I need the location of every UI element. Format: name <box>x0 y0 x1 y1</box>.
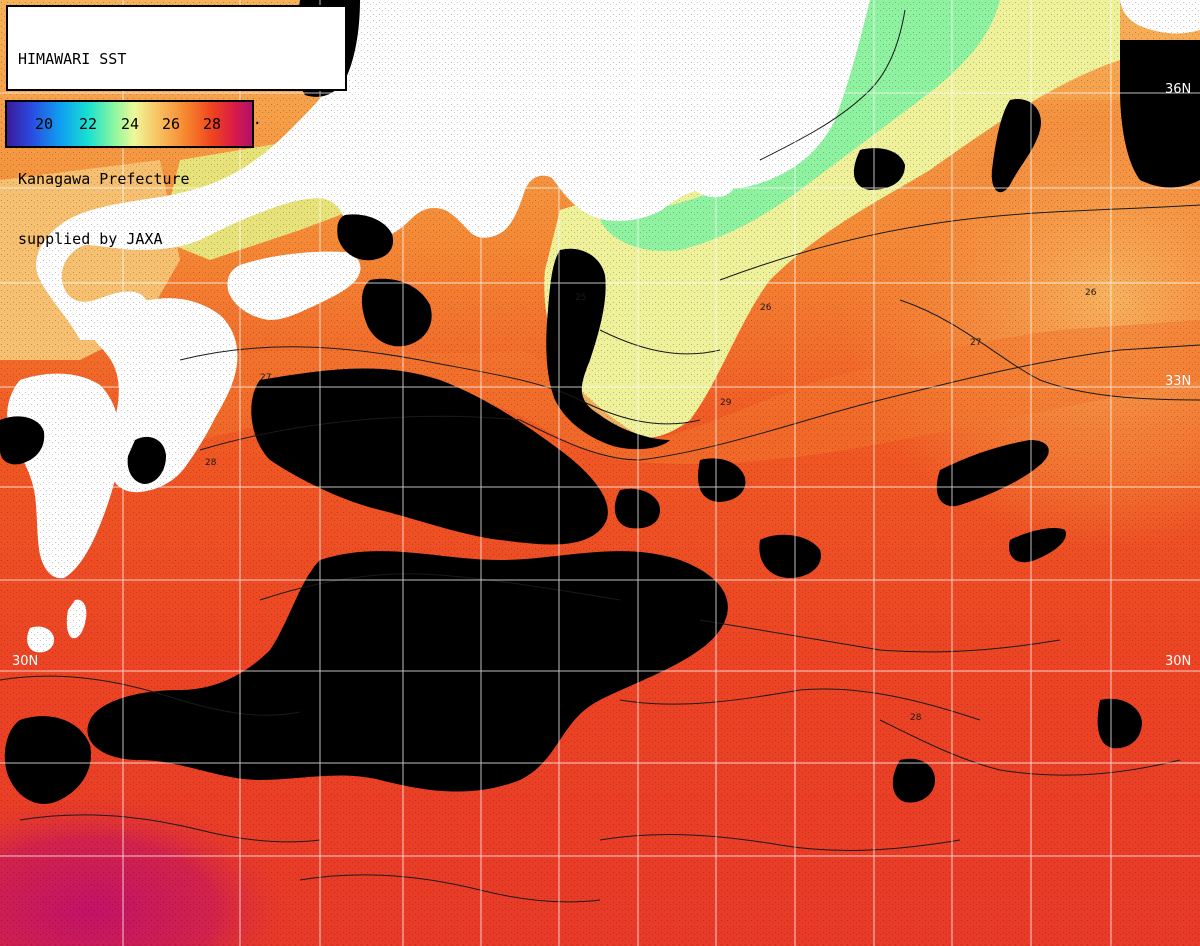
map-title: HIMAWARI SST <box>18 50 127 68</box>
contour-label: 26 <box>1085 288 1097 298</box>
contour-label: 26 <box>760 303 772 313</box>
contour-label: 29 <box>720 398 732 408</box>
map-credit: supplied by JAXA <box>18 230 163 248</box>
contour-label: 27 <box>260 373 271 383</box>
legend-tick-24: 24 <box>121 115 140 133</box>
contour-labels: 28 27 26 27 25 26 28 29 <box>205 288 1097 723</box>
legend-tick-26: 26 <box>162 115 181 133</box>
lat-label-30n-left: 30N <box>12 654 39 669</box>
legend-tick-22: 22 <box>79 115 98 133</box>
contour-label: 25 <box>575 293 586 303</box>
legend-tick-20: 20 <box>35 115 54 133</box>
lat-label-36n-right: 36N <box>1165 82 1192 97</box>
contour-label: 28 <box>205 458 217 468</box>
contour-label: 27 <box>970 338 981 348</box>
map-info-box: HIMAWARI SST 2025/10/01 18(UTC) 3H Comp.… <box>6 5 347 248</box>
map-agency: Kanagawa Prefecture <box>18 170 190 188</box>
legend-tick-28: 28 <box>203 115 222 133</box>
contour-label: 28 <box>910 713 922 723</box>
color-scale-legend: 20 22 24 26 28 <box>5 100 254 148</box>
lat-label-30n-right: 30N <box>1165 654 1192 669</box>
lat-label-33n-right: 33N <box>1165 374 1192 389</box>
